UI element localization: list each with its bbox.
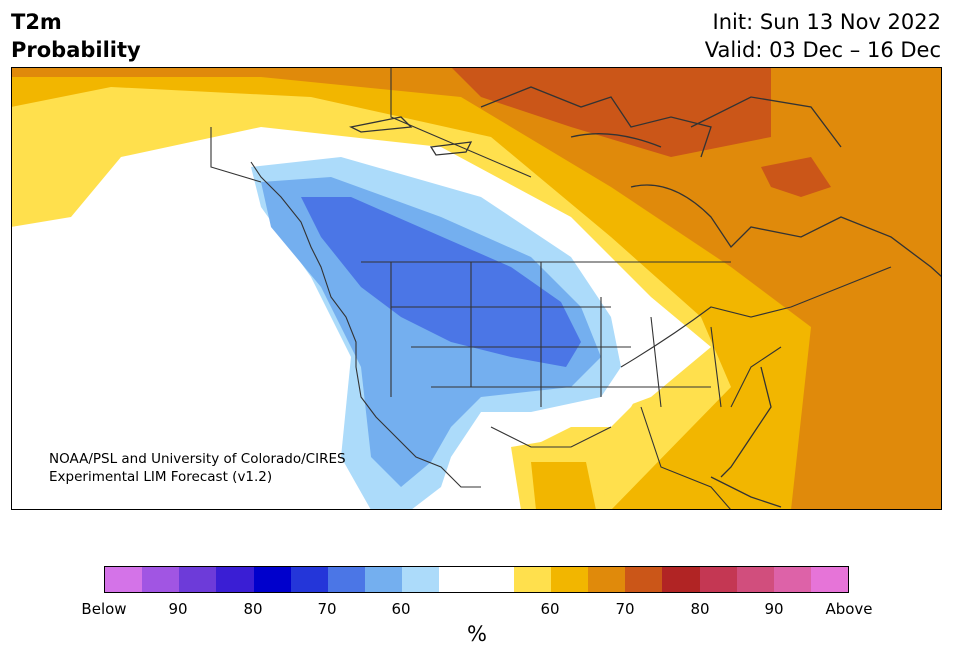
colorbar-tick-label: 60 [391, 600, 411, 618]
variable-name: T2m [11, 10, 62, 34]
band-above-65-mexico [531, 462, 596, 510]
colorbar-tick-label: 80 [690, 600, 710, 618]
probability-map [11, 67, 942, 510]
credit-text: NOAA/PSL and University of Colorado/CIRE… [49, 450, 346, 486]
colorbar-segment [216, 567, 254, 592]
colorbar-tick-label: 70 [615, 600, 635, 618]
colorbar-tick-label: 90 [168, 600, 188, 618]
init-date: Init: Sun 13 Nov 2022 [712, 10, 941, 34]
colorbar-tick-label: 90 [764, 600, 784, 618]
colorbar-segment [253, 567, 291, 592]
map-frame [11, 67, 942, 510]
colorbar [104, 566, 849, 593]
colorbar-segment [810, 567, 849, 592]
colorbar-unit: % [467, 622, 487, 646]
colorbar-tick-label: 60 [540, 600, 560, 618]
forecast-dates: Init: Sun 13 Nov 2022 Valid: 03 Dec – 16… [705, 8, 941, 64]
colorbar-segment [588, 567, 626, 592]
band-above-75-quebec [761, 157, 831, 197]
colorbar-segment [439, 567, 477, 592]
colorbar-segment [550, 567, 589, 592]
colorbar-segment [290, 567, 328, 592]
band-above-75 [451, 67, 771, 157]
band-above-70 [11, 67, 942, 510]
colorbar-segment [365, 567, 403, 592]
colorbar-tick-label: Below [81, 600, 127, 618]
colorbar-segment [142, 567, 180, 592]
variable-type: Probability [11, 38, 141, 62]
colorbar-segment [179, 567, 217, 592]
coastlines [349, 86, 942, 508]
colorbar-tick-label: 80 [243, 600, 263, 618]
colorbar-tick-label: 70 [317, 600, 337, 618]
colorbar-segment [105, 567, 143, 592]
colorbar-segment [625, 567, 663, 592]
colorbar-segment [402, 567, 440, 592]
colorbar-segment [476, 567, 514, 592]
colorbar-segment [773, 567, 811, 592]
colorbar-segment [513, 567, 551, 592]
colorbar-segment [662, 567, 700, 592]
variable-title: T2m Probability [11, 8, 141, 64]
colorbar-segment [327, 567, 366, 592]
credit-line-2: Experimental LIM Forecast (v1.2) [49, 469, 273, 485]
valid-range: Valid: 03 Dec – 16 Dec [704, 38, 941, 62]
colorbar-segment [736, 567, 774, 592]
colorbar-tick-label: Above [825, 600, 873, 618]
band-below-70 [301, 197, 581, 367]
colorbar-segment [699, 567, 737, 592]
credit-line-1: NOAA/PSL and University of Colorado/CIRE… [49, 451, 346, 467]
map-borders [210, 67, 892, 510]
